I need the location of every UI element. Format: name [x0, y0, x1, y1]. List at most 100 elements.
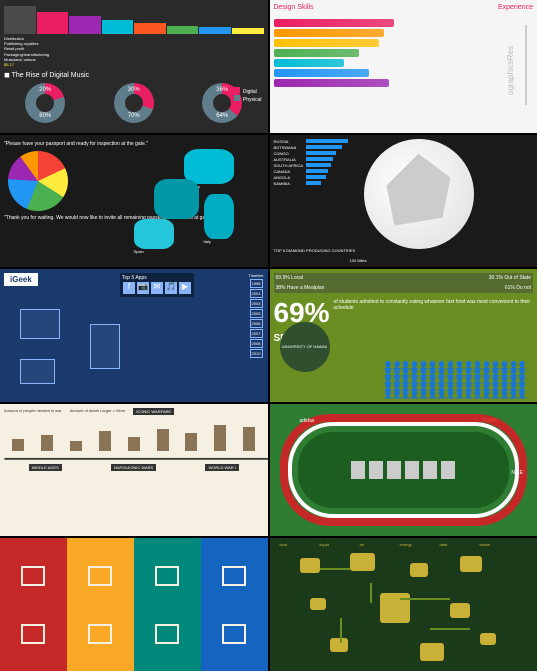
portrait-2	[387, 461, 401, 479]
guitar-icon	[222, 566, 246, 586]
brand-puma: PUMA	[483, 418, 497, 424]
portrait-4	[423, 461, 437, 479]
country-row-CANADA: CANADA	[274, 169, 354, 174]
portrait-1	[369, 461, 383, 479]
trace-2	[400, 598, 450, 600]
donut-legend: DigitalPhysical	[234, 87, 262, 103]
stat-donot: 61% Do not	[505, 285, 531, 291]
country-row-ANGOLA: ANGOLA	[274, 175, 354, 180]
big-text: of students admitted to constantly eatin…	[334, 299, 533, 311]
tile-design-skills: Design Skills Experience ographicsRes	[270, 0, 537, 133]
country-row-BOTSWANA: BOTSWANA	[274, 145, 354, 150]
country-row-AUSTRALIA: AUSTRALIA	[274, 157, 354, 162]
era-labels: MIDDLE AGES NAPOLEONIC WARS WORLD WAR I	[4, 464, 264, 471]
scale-label: 100 Miles	[350, 258, 367, 263]
trace-4	[430, 628, 470, 630]
portrait-3	[405, 461, 419, 479]
time-pie	[8, 151, 68, 211]
tile-digital-music: DistributionPublishing royaltiesRetail p…	[0, 0, 268, 133]
top-stats: 69.9% Local 30.1% Out of State	[274, 273, 534, 283]
bar-7	[232, 28, 264, 34]
era-badge: ICONIC WARFARE	[133, 408, 174, 415]
subtitle: TOP 5 DIAMOND PRODUCING COUNTRIES	[274, 248, 356, 253]
stacked-bars	[4, 4, 264, 34]
era-napoleonic: NAPOLEONIC WARS	[111, 464, 156, 471]
weapon-5	[157, 429, 169, 451]
legend-death: Amount of death Larger = More	[70, 408, 126, 415]
bar-4	[134, 23, 166, 34]
bar-3	[102, 20, 134, 34]
brand-nike: NIKE	[511, 470, 523, 476]
skill-bar-HTML	[274, 29, 384, 37]
logo: iGeek	[4, 273, 38, 286]
circuit-node-2	[410, 563, 428, 577]
university-seal: UNIVERSITY OF HAWAII	[280, 322, 330, 372]
watermark: ographicsRes	[506, 46, 515, 95]
skill-bar-Flash	[274, 69, 369, 77]
keys-icon	[222, 624, 246, 644]
country-row-SOUTH AFRICA: SOUTH AFRICA	[274, 163, 354, 168]
tile-airport-map: "Please have your passport and ready for…	[0, 135, 268, 268]
weapon-4	[128, 437, 140, 451]
skill-bar-JS	[274, 49, 359, 57]
europe-map: GermanyFranceSpainItaly	[124, 139, 264, 259]
polar-globe	[364, 139, 474, 249]
circuit-node-7	[330, 638, 348, 652]
country-row-NAMIBIA: NAMIBIA	[274, 181, 354, 186]
stripe-3	[201, 538, 268, 671]
meal-stats: 38% Have a Mealplan 61% Do not	[274, 283, 534, 293]
skill-bar-CSS	[274, 39, 379, 47]
circuit-node-3	[460, 556, 482, 572]
circuit-node-6	[450, 603, 470, 618]
skill-bar-PHP	[274, 59, 344, 67]
portrait-5	[441, 461, 455, 479]
skill-bars	[274, 19, 534, 87]
legend-row: Amount of people needed in war Amount of…	[4, 408, 264, 415]
weapon-2	[70, 441, 82, 451]
trace-3	[340, 618, 342, 643]
stat-meal: 38% Have a Mealplan	[276, 285, 325, 291]
stripe-1	[67, 538, 134, 671]
circuit-node-4	[310, 598, 326, 610]
legend-people: Amount of people needed in war	[4, 408, 62, 415]
device-tablet	[20, 359, 55, 384]
donut-1: 30%70%	[114, 83, 154, 123]
header-row: Design Skills Experience	[274, 4, 534, 11]
people-grid: 👤👤👤👤👤👤👤👤👤👤👤👤👤👤👤👤👤👤👤👤👤👤👤👤👤👤👤👤👤👤👤👤👤👤👤👤👤👤👤👤…	[383, 362, 533, 398]
top5-panel: Top 5 Apps f📷✉🎵▶	[120, 273, 194, 297]
stat-oos: 30.1% Out of State	[489, 275, 531, 281]
trace-1	[370, 583, 372, 603]
seal-text: UNIVERSITY OF HAWAII	[282, 344, 328, 349]
circuit-label-energy: energy	[400, 542, 412, 547]
country-Germany	[184, 149, 234, 184]
people-crowd: ▪▪▪▪▪▪▪▪▪▪▪▪▪▪▪▪▪▪▪▪▪▪▪▪▪▪▪▪▪▪▪▪▪▪▪▪▪▪▪▪…	[4, 457, 264, 463]
circuit-label-waste: waste	[480, 542, 490, 547]
country-Spain	[134, 219, 174, 249]
circuit-label-food: food	[280, 542, 288, 547]
circuit-node-0	[300, 558, 320, 573]
circuit-node-1	[350, 553, 375, 571]
country-Italy	[204, 194, 234, 239]
tile-blueprint: iGeek Top 5 Apps f📷✉🎵▶ Timeline199820012…	[0, 269, 268, 402]
bar-0	[4, 6, 36, 34]
circuit-label-liquid: liquid	[320, 542, 329, 547]
skill-bar-Photoshop	[274, 79, 389, 87]
stripe-2	[134, 538, 201, 671]
bar-5	[167, 26, 199, 34]
weapon-row	[4, 421, 264, 451]
circuit-label-air: air	[360, 542, 364, 547]
weapon-7	[214, 425, 226, 451]
tile-circuit: foodliquidairenergydatawaste	[270, 538, 537, 671]
era-ww1: WORLD WAR I	[205, 464, 238, 471]
tile-stripes	[0, 538, 268, 671]
weapon-1	[41, 435, 53, 451]
country-France	[154, 179, 199, 219]
trace-0	[320, 568, 350, 570]
stripe-0	[0, 538, 67, 671]
monitor-icon	[88, 566, 112, 586]
device-laptop	[20, 309, 60, 339]
skills-title: Design Skills	[274, 4, 314, 11]
bar-2	[69, 16, 101, 34]
portrait-0	[351, 461, 365, 479]
device-ipod	[90, 324, 120, 369]
